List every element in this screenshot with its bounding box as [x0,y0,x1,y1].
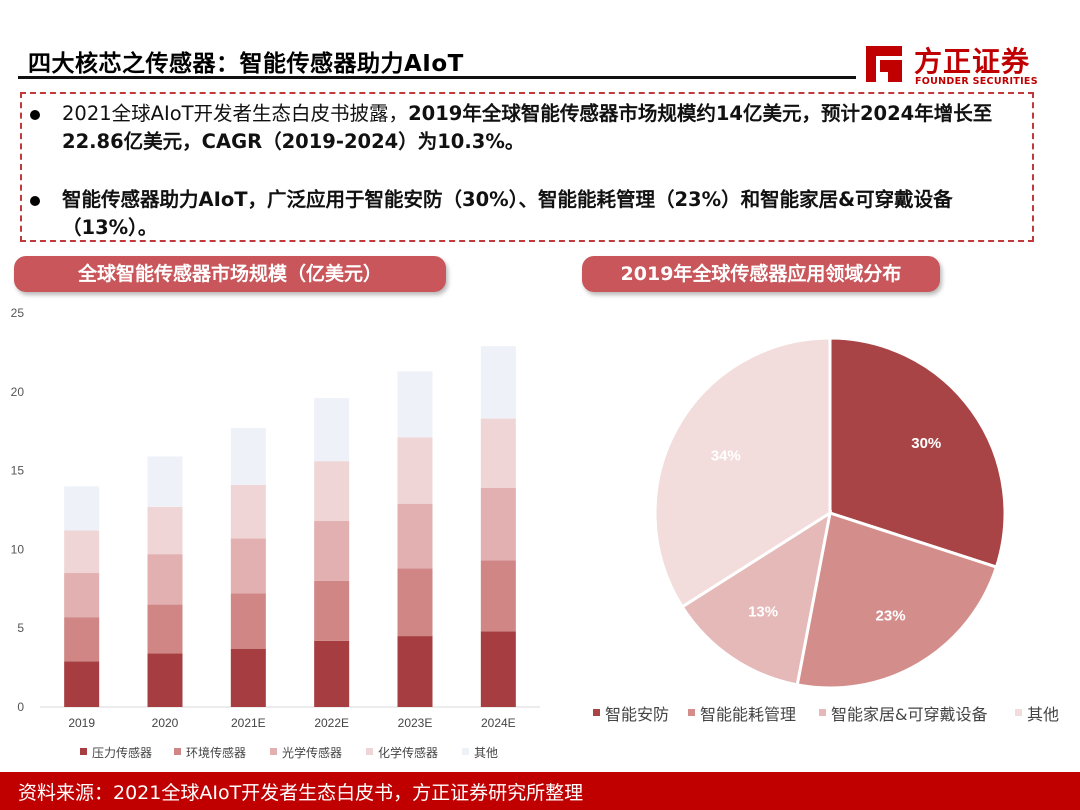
y-tick-label: 0 [17,700,24,714]
bar-segment [480,346,516,419]
y-tick-label: 20 [11,385,25,399]
bar-segment [314,640,350,707]
legend-label: 其他 [474,746,498,760]
bar-segment [230,593,266,649]
bar-segment [147,554,183,605]
bar-segment [147,653,183,707]
x-tick-label: 2020 [152,716,179,730]
bar-segment [64,617,100,662]
bar-segment [230,648,266,707]
summary-box [20,92,1034,242]
legend-label: 压力传感器 [92,745,152,760]
pie-slice [795,511,999,690]
source-footer: 资料来源：2021全球AIoT开发者生态白皮书，方正证券研究所整理 [0,772,1080,810]
logo-text-en: FOUNDER SECURITIES [915,76,1038,87]
company-logo: 方正证券 FOUNDER SECURITIES [862,40,1052,90]
bar-segment [147,456,183,507]
bar-segment [480,487,516,561]
bar-segment [397,636,433,707]
bar-segment [397,371,433,438]
application-pie-chart: 30% 23% 13% 34% 智能安防 智能能耗管理 智能家居&可穿戴设备 其他 [593,336,1059,724]
bullet2-bold-text: 智能传感器助力AIoT，广泛应用于智能安防（30%）、智能能耗管理（23%）和智… [62,188,953,239]
y-tick-label: 5 [17,621,24,635]
bullet-dot [30,196,40,206]
source-note: 资料来源：2021全球AIoT开发者生态白皮书，方正证券研究所整理 [18,782,584,804]
bar-segment [397,503,433,569]
bar-segment [397,568,433,637]
bar-segment [314,521,350,581]
legend-swatch [1015,709,1022,716]
bar-segment [64,530,100,574]
summary-bullet-applications: 智能传感器助力AIoT，广泛应用于智能安防（30%）、智能能耗管理（23%）和智… [30,186,1028,242]
legend-label: 光学传感器 [282,745,342,760]
legend-swatch [80,748,87,755]
x-tick-label: 2023E [398,716,433,730]
bar-segment [64,486,100,531]
bar-segment [147,604,183,654]
legend-swatch [174,748,181,755]
legend-swatch [688,709,695,716]
pie-data-label: 23% [876,607,906,624]
bar-segment [230,484,266,539]
x-tick-label: 2024E [481,716,516,730]
bar-segment [480,631,516,707]
pie-slice [680,509,833,687]
pie-data-label: 13% [748,603,778,620]
legend-label: 智能安防 [605,705,669,724]
summary-bullet-market: 2021全球AIoT开发者生态白皮书披露，2019年全球智能传感器市场规模约14… [30,100,1028,156]
page-title: 四大核芯之传感器：智能传感器助力AIoT [28,51,464,77]
legend-label: 智能能耗管理 [700,705,796,724]
bar-segment [397,437,433,504]
logo-text-cn: 方正证券 [914,45,1031,78]
legend-swatch [593,709,600,716]
pie-data-label: 30% [911,435,941,452]
bullet-dot [30,110,40,120]
bullet1-plain-text: 2021全球AIoT开发者生态白皮书披露， [62,102,409,125]
logo-mark-icon [866,46,902,82]
bar-segment [314,461,350,522]
x-tick-label: 2022E [314,716,349,730]
bar-chart-title: 全球智能传感器市场规模（亿美元） [14,256,446,292]
bar-segment [147,506,183,555]
pie-chart-title: 2019年全球传感器应用领域分布 [582,256,940,292]
legend-label: 环境传感器 [186,745,246,760]
pie-slice [828,336,1007,569]
pie-slice [653,336,832,609]
y-tick-label: 10 [11,542,25,556]
legend-label: 化学传感器 [378,745,438,760]
y-tick-label: 25 [11,306,25,320]
bar-segment [64,661,100,707]
bar-segment [314,580,350,641]
market-size-bar-chart: 0 5 10 15 20 25 2019 2020 2021E 2022E 2023E 2024E 压力… [11,306,540,760]
legend-label: 智能家居&可穿戴设备 [831,705,987,724]
legend-swatch [366,748,373,755]
x-tick-label: 2019 [68,716,95,730]
legend-label: 其他 [1027,705,1059,724]
title-underline [18,76,856,79]
pie-data-label: 34% [711,448,741,465]
legend-swatch [462,748,469,755]
y-tick-label: 15 [11,464,25,478]
bar-segment [480,560,516,632]
bar-segment [64,573,100,618]
x-tick-label: 2021E [231,716,266,730]
bullet1-bold-text: 2019年全球智能传感器市场规模约14亿美元，预计2024年增长至22.86亿美… [62,102,993,153]
legend-swatch [270,748,277,755]
bar-segment [230,428,266,485]
legend-swatch [819,709,826,716]
bar-segment [230,538,266,594]
bar-segment [480,418,516,488]
bar-segment [314,398,350,462]
